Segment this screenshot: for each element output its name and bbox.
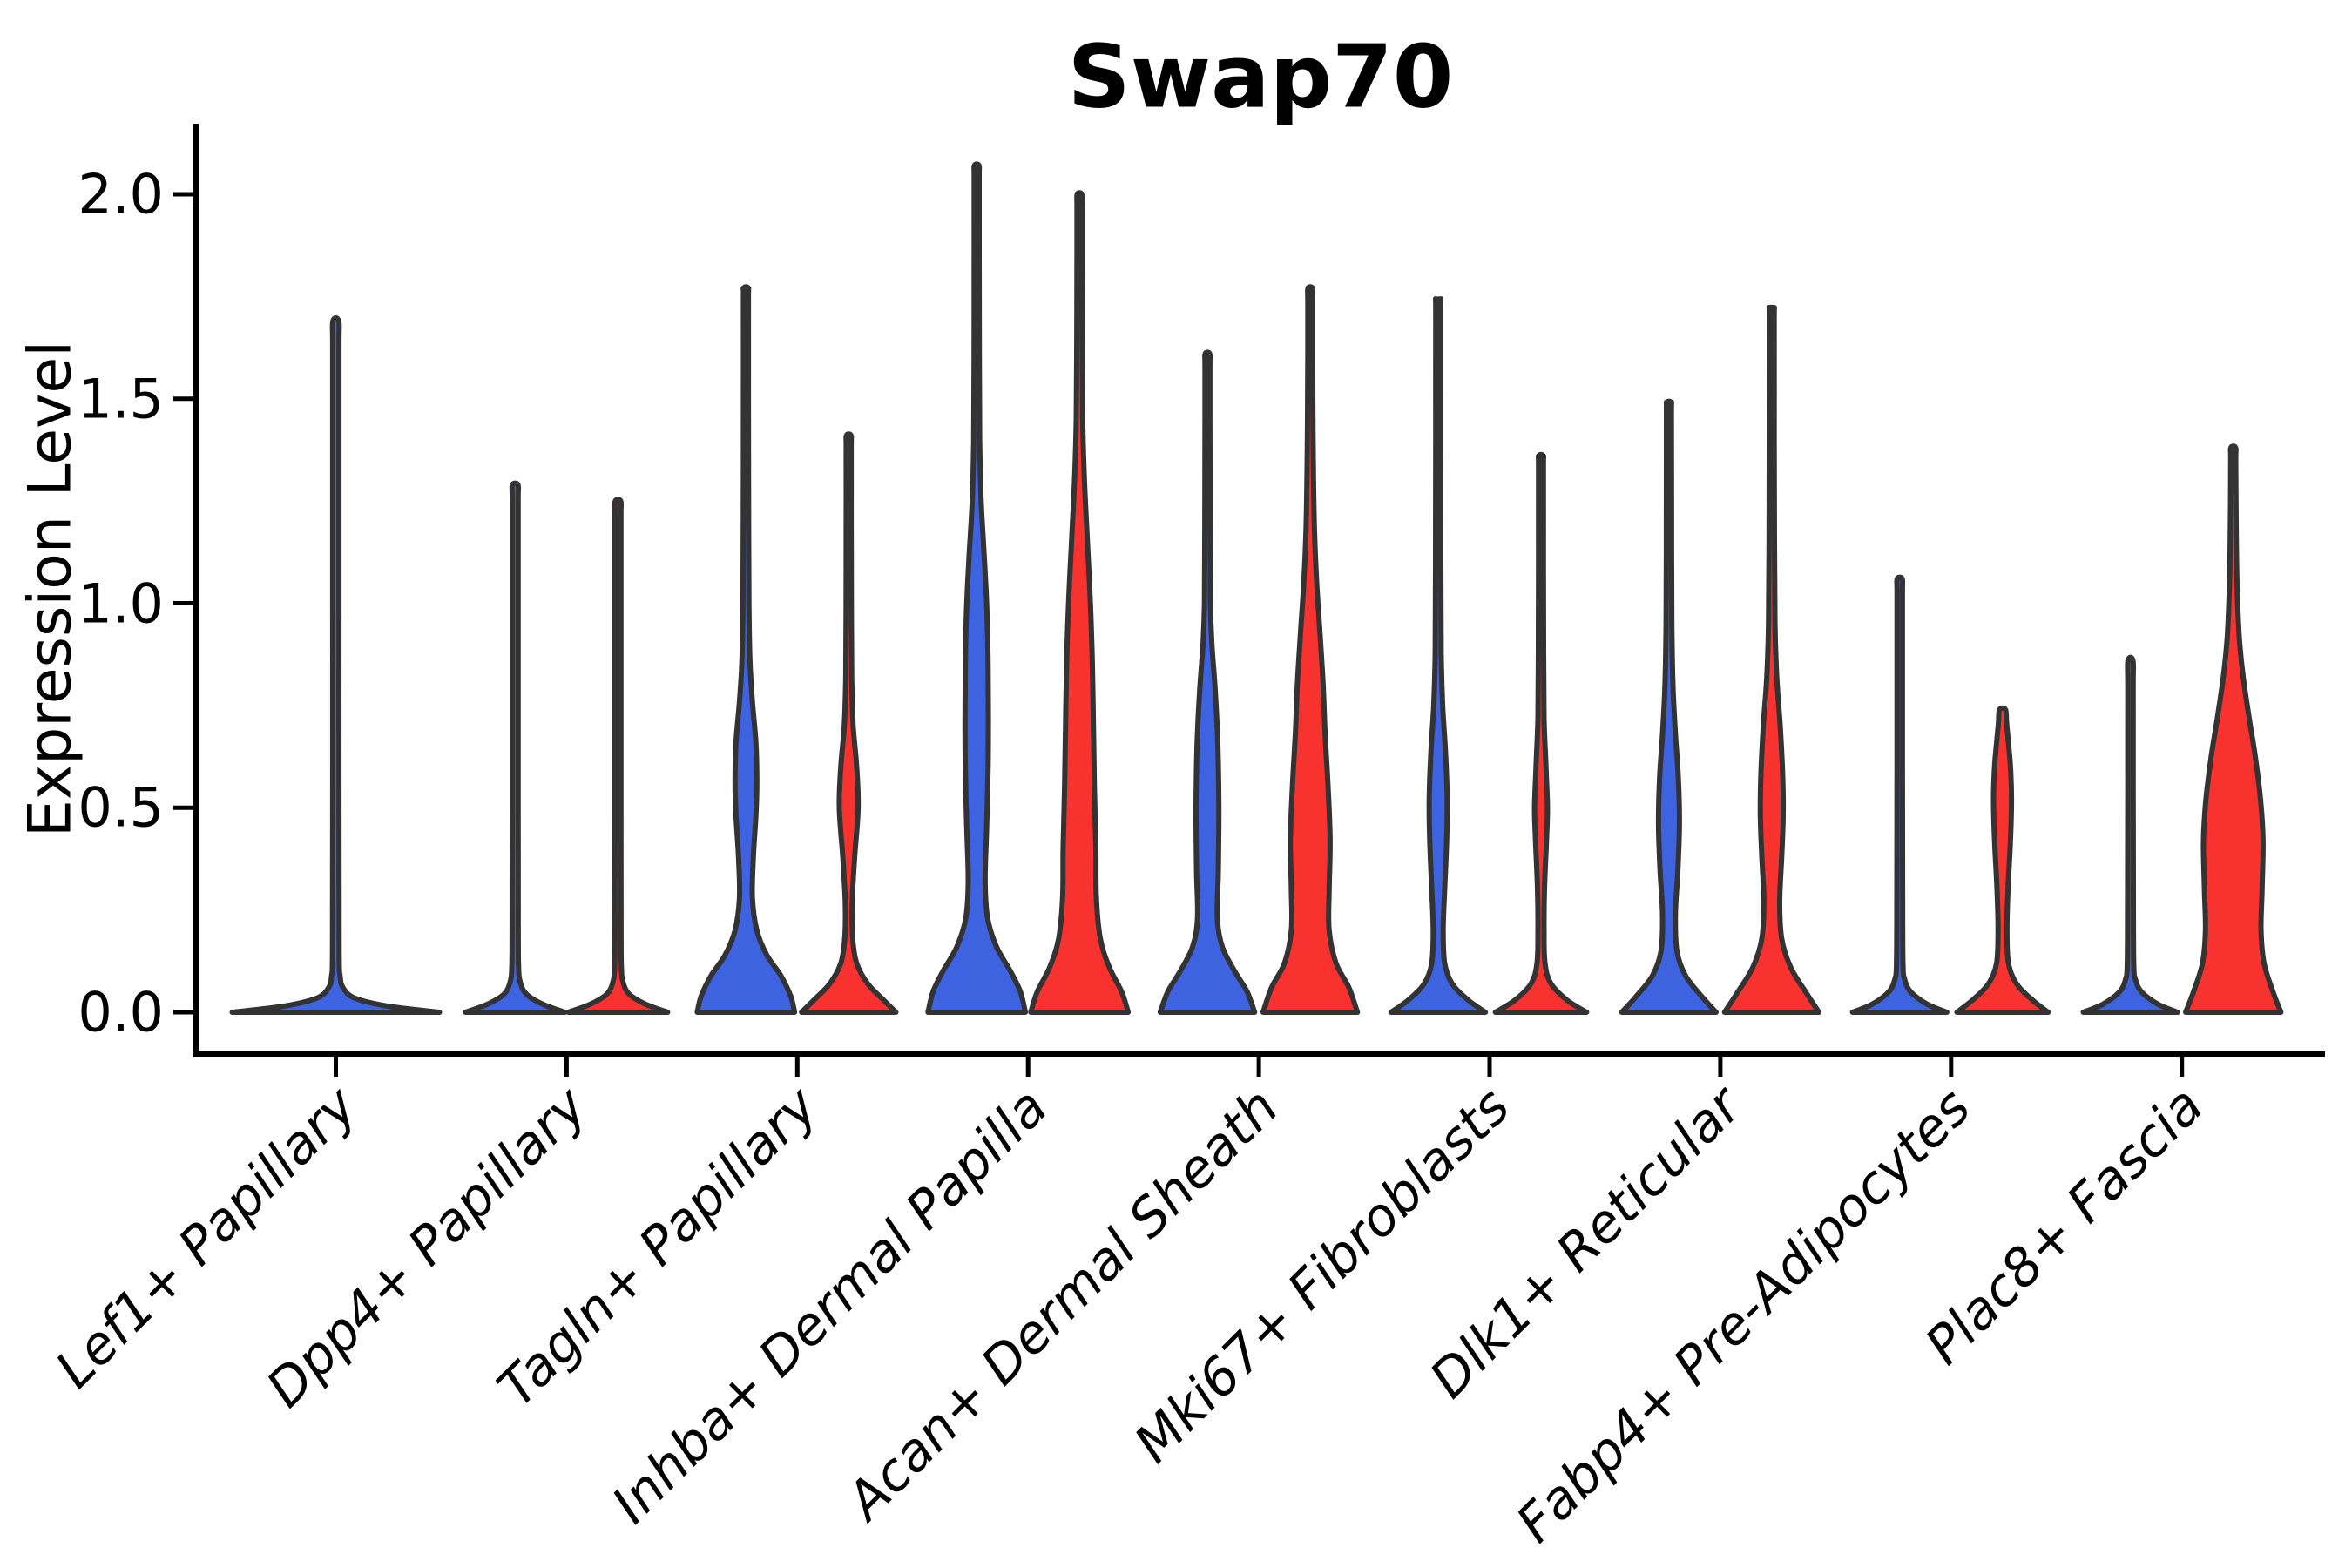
violin-lef1-blue: [229, 315, 443, 1015]
violin-plac8-blue: [2080, 654, 2180, 1015]
y-tick-label: 1.0: [78, 571, 164, 635]
violin-plac8-red: [2183, 443, 2284, 1015]
violin-dpp4-blue: [463, 480, 568, 1015]
y-tick-label: 2.0: [78, 162, 164, 226]
violin-mki67-blue: [1388, 295, 1489, 1015]
violin-fabp4-red: [1954, 705, 2051, 1015]
violin-dlk1-red: [1721, 304, 1821, 1015]
y-tick-label: 0.5: [78, 775, 164, 840]
violin-dlk1-blue: [1619, 398, 1719, 1015]
violin-inhba-red: [1028, 190, 1132, 1015]
violin-inhba-blue: [925, 161, 1029, 1015]
y-axis-label: Expression Level: [16, 340, 85, 838]
violin-fabp4-blue: [1849, 574, 1950, 1015]
violin-mki67-red: [1492, 451, 1590, 1015]
y-tick-label: 0.0: [78, 980, 164, 1044]
violin-tagln-blue: [694, 284, 798, 1015]
violin-acan-red: [1260, 284, 1361, 1015]
violin-tagln-red: [799, 431, 899, 1015]
violin-dpp4-red: [565, 497, 671, 1015]
y-tick-label: 1.5: [78, 367, 164, 431]
violin-acan-blue: [1157, 349, 1258, 1015]
page-title: Swap70: [1067, 25, 1454, 128]
